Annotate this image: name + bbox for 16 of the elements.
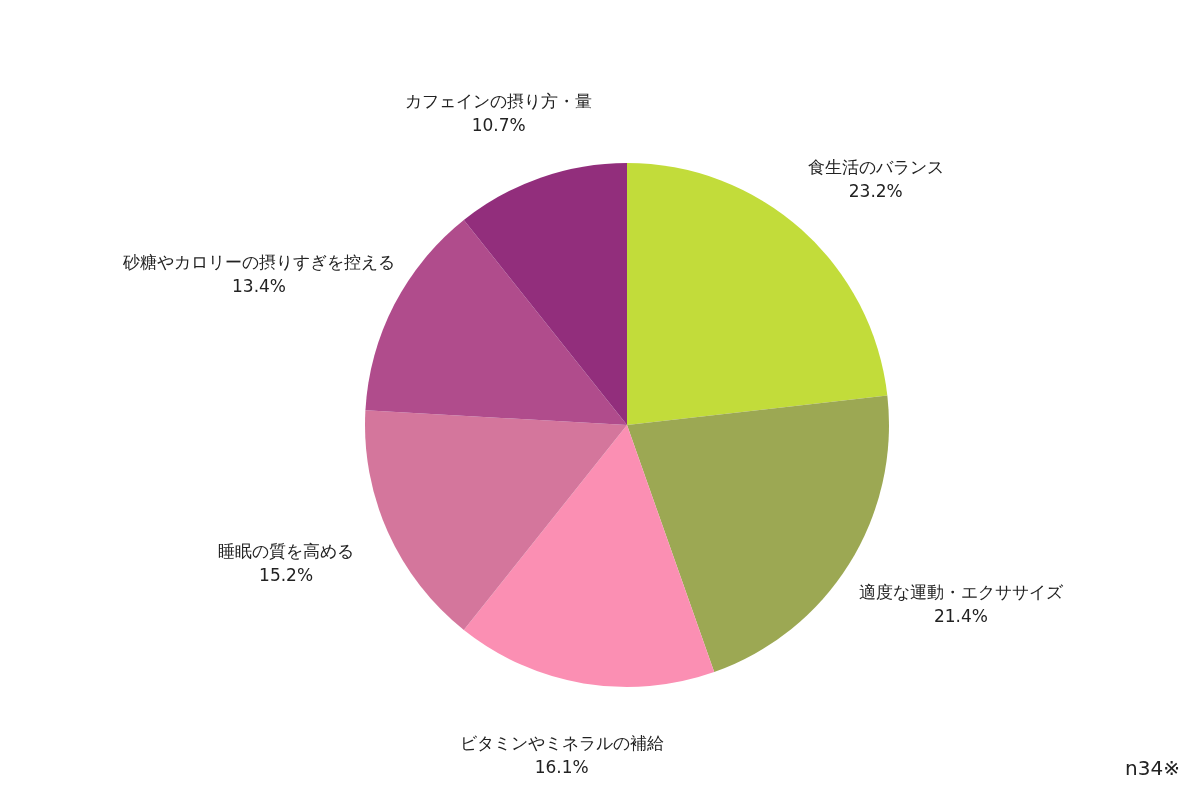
pie-slice [463,425,715,687]
slice-label: 睡眠の質を高める [218,540,355,561]
data-label: 23.2% [848,180,903,201]
slice-label: 食生活のバランス [807,156,944,177]
pie-slice [463,163,627,425]
data-label: 16.1% [534,757,589,778]
data-label: 10.7% [471,114,526,135]
slice-label: 適度な運動・エクササイズ [858,581,1064,602]
slice-label: ビタミンやミネラルの補給 [459,733,664,754]
pie-slice [365,410,627,630]
data-label: 13.4% [232,276,287,297]
data-label: 21.4% [933,605,988,626]
slice-label: カフェインの摂り方・量 [405,90,593,111]
slice-label: 砂糖やカロリーの摂りすぎを控える [122,252,396,273]
data-label: 15.2% [259,564,314,585]
text: n34※ [1125,756,1180,780]
